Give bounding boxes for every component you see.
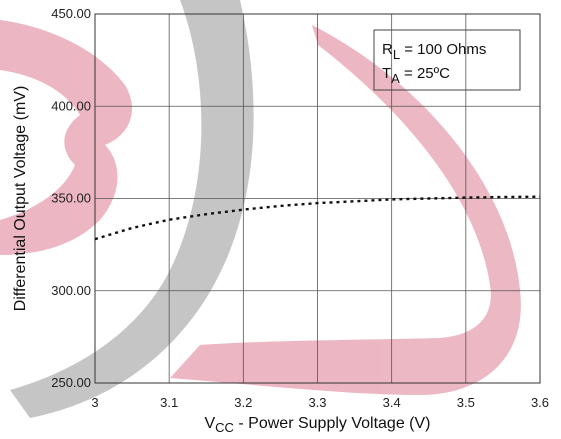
y-tick-label: 300.00 — [51, 283, 91, 298]
x-tick-label: 3.6 — [531, 395, 549, 410]
legend-line-2-subscript: A — [391, 71, 400, 86]
watermark-pink-left — [0, 20, 133, 255]
x-tick-label: 3 — [91, 395, 98, 410]
legend-line-1-subscript: L — [393, 47, 400, 62]
y-tick-label: 250.00 — [51, 375, 91, 390]
plot-area-frame — [94, 13, 541, 384]
x-tick-labels: 3 3.1 3.2 3.3 3.4 3.5 3.6 — [91, 395, 549, 410]
y-axis-title: Differential Output Voltage (mV) — [12, 86, 29, 312]
legend-line-1-rest: = 100 Ohms — [400, 41, 486, 58]
x-tick-label: 3.5 — [457, 395, 475, 410]
series-group — [94, 195, 541, 241]
x-axis-title-prefix: V — [205, 415, 216, 432]
y-tick-label: 450.00 — [51, 6, 91, 21]
y-tick-labels: 450.00 400.00 350.00 300.00 250.00 — [51, 6, 91, 390]
x-tick-label: 3.4 — [383, 395, 401, 410]
y-tick-label: 400.00 — [51, 98, 91, 113]
x-tick-label: 3.1 — [160, 395, 178, 410]
legend-box — [373, 29, 521, 91]
legend-line-2: TA = 25ºC — [382, 65, 450, 86]
legend-line-2-rest: = 25ºC — [400, 65, 450, 82]
watermark-gray-arc — [10, 0, 254, 418]
x-axis-title: VCC - Power Supply Voltage (V) — [205, 415, 431, 435]
legend: RL = 100 Ohms TA = 25ºC — [373, 29, 521, 91]
x-axis-title-rest: - Power Supply Voltage (V) — [234, 415, 431, 432]
y-tick-label: 350.00 — [51, 191, 91, 206]
series-line — [94, 195, 541, 241]
legend-line-2-prefix: T — [382, 65, 391, 82]
legend-line-1: RL = 100 Ohms — [382, 41, 486, 62]
x-tick-label: 3.2 — [234, 395, 252, 410]
x-tick-label: 3.3 — [308, 395, 326, 410]
x-axis-title-subscript: CC — [215, 420, 234, 435]
watermark-pink-right — [170, 25, 521, 395]
watermark-logo — [0, 0, 521, 418]
legend-line-1-prefix: R — [382, 41, 393, 58]
